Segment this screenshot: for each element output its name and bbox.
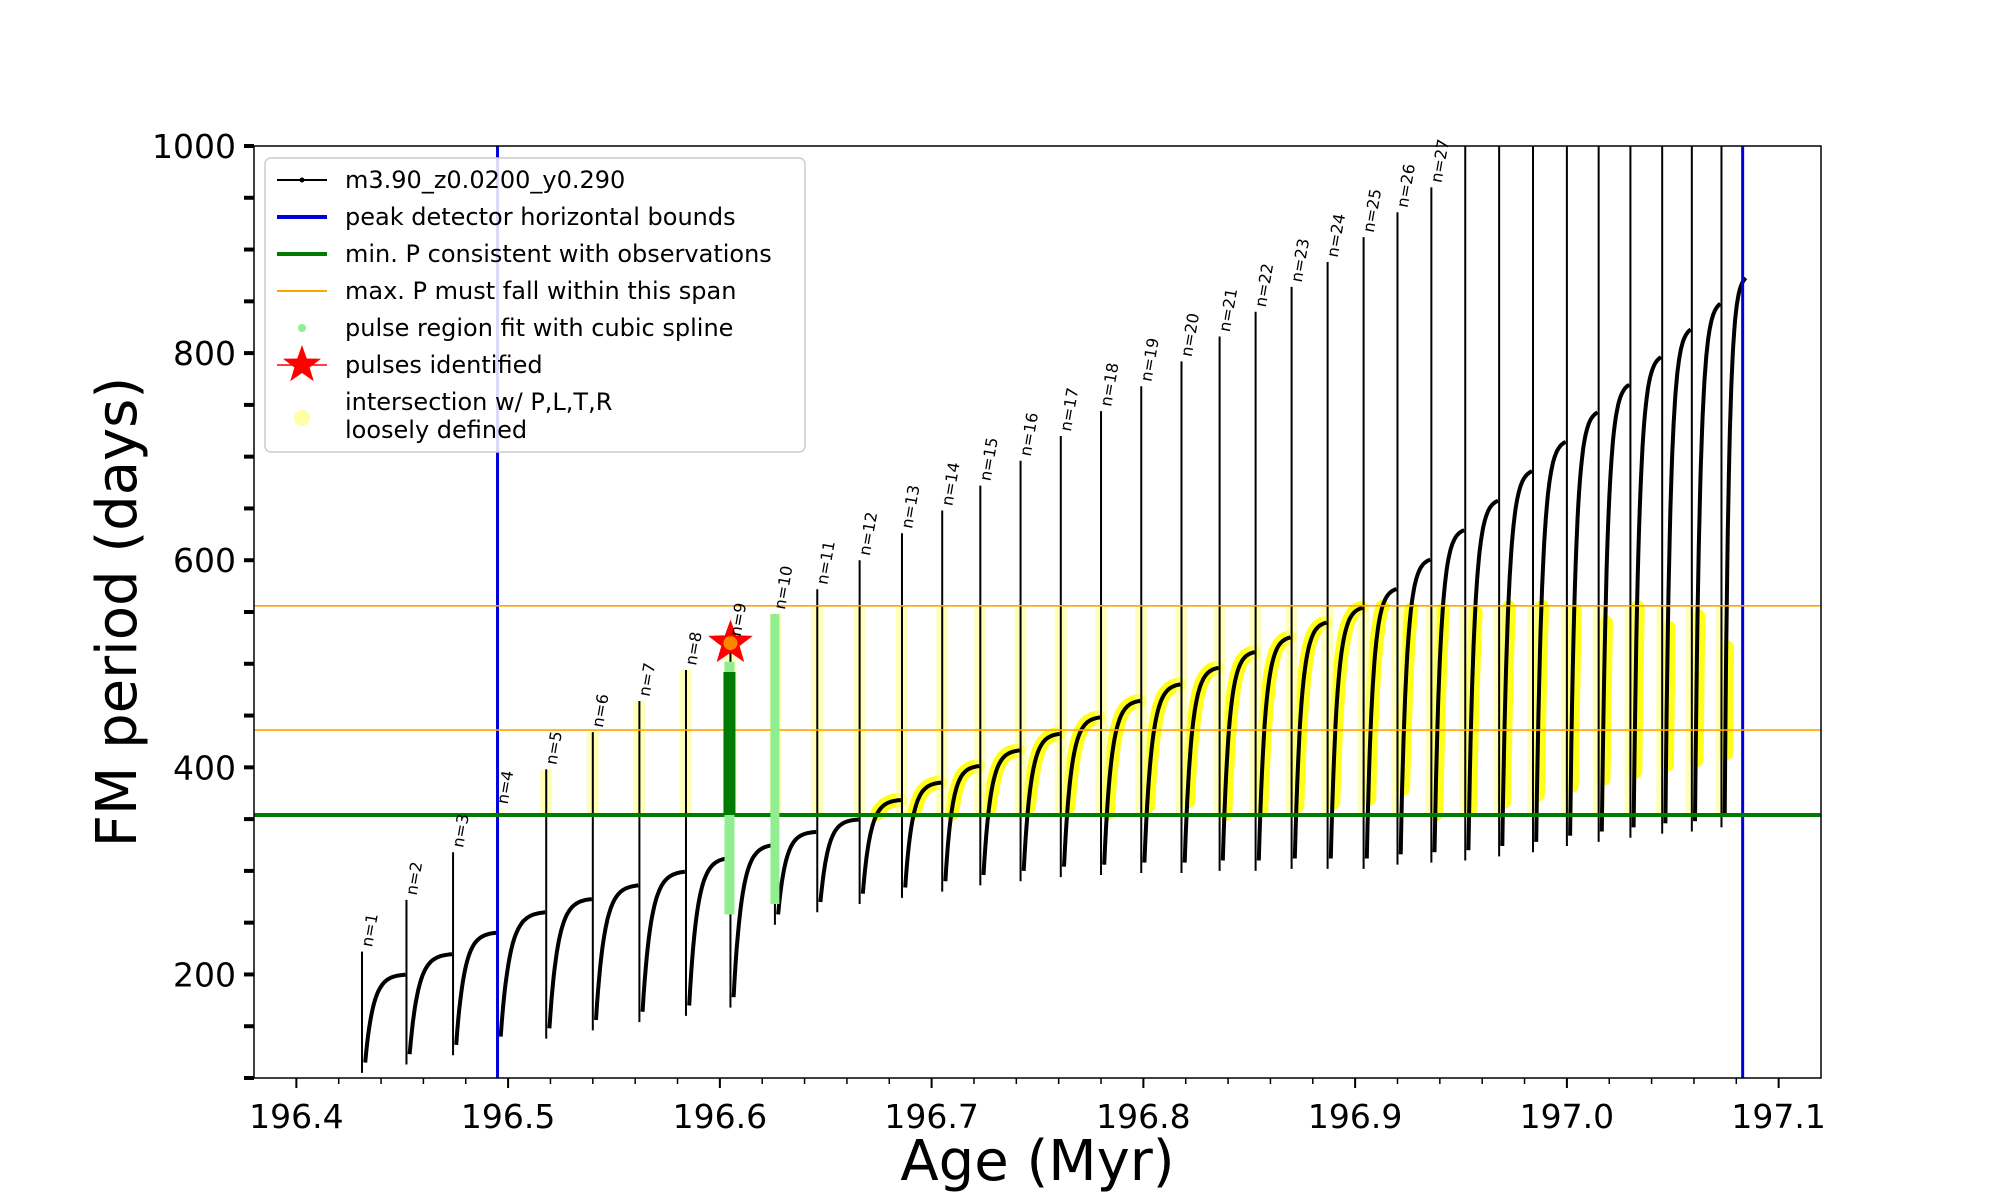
pulse-label: n=8: [681, 630, 706, 667]
series-recovery-curve: [1663, 327, 1692, 824]
legend-swatch-star: [283, 345, 321, 382]
y-tick-label: 400: [173, 748, 236, 787]
pulse-label: n=27: [1427, 138, 1453, 185]
series-recovery-curve: [1693, 302, 1722, 822]
pulse-label: n=1: [357, 912, 382, 949]
pulse-label: n=6: [588, 692, 613, 729]
pulse-label: n=16: [1016, 411, 1042, 458]
legend-label: peak detector horizontal bounds: [345, 203, 736, 231]
series-recovery-curve: [903, 780, 942, 888]
series-recovery-curve: [687, 856, 730, 1006]
highlight-layer: [708, 614, 780, 915]
series-recovery-curve: [363, 972, 406, 1063]
pulse-label: n=5: [541, 730, 566, 767]
legend-swatch-dot: [298, 324, 306, 332]
pulse-label: n=20: [1177, 312, 1203, 359]
series-recovery-curve: [547, 897, 592, 1029]
y-tick-label: 200: [173, 955, 236, 994]
series-recovery-curve: [731, 843, 775, 998]
series-recovery-curve: [1328, 605, 1364, 859]
series-recovery-curve: [1599, 383, 1631, 832]
series-recovery-curve: [640, 869, 686, 1012]
series-recovery-curve: [1568, 410, 1599, 836]
plot-data-layer: [254, 146, 1821, 1078]
series-recovery-curve: [1062, 715, 1101, 867]
series-recovery-curve: [1142, 682, 1181, 863]
pulse-label: n=11: [813, 539, 839, 586]
reference-lines-layer: [254, 146, 1821, 1078]
series-recovery-curve: [454, 930, 497, 1046]
y-tick-label: 600: [173, 541, 236, 580]
pulse-label: n=25: [1359, 187, 1385, 234]
legend-box: [264, 157, 806, 453]
pulse-label: n=12: [855, 510, 881, 557]
x-tick-label: 196.9: [1308, 1097, 1402, 1136]
x-tick-label: 196.8: [1096, 1097, 1190, 1136]
series-recovery-curve: [1534, 440, 1567, 842]
y-tick-label: 1000: [152, 127, 236, 166]
x-tick-label: 196.5: [461, 1097, 555, 1136]
x-tick-label: 196.6: [673, 1097, 767, 1136]
pulse-label: n=19: [1136, 336, 1162, 383]
pulse-label: n=10: [770, 564, 796, 611]
y-tick-label: 800: [173, 334, 236, 373]
series-recovery-curve: [1182, 665, 1220, 863]
pulse-label: n=13: [897, 483, 923, 530]
series-recovery-curve: [1432, 528, 1465, 853]
legend-label: min. P consistent with observations: [345, 240, 772, 268]
pulse-label: n=17: [1056, 386, 1082, 433]
legend-label: intersection w/ P,L,T,R: [345, 388, 612, 416]
series-recovery-curve: [1220, 650, 1256, 861]
pulse-label: n=2: [402, 860, 427, 897]
series-recovery-curve: [818, 817, 859, 903]
series-recovery-curve: [1102, 698, 1141, 865]
series-recovery-curve: [1021, 731, 1060, 872]
y-axis-label: FM period (days): [85, 377, 150, 847]
x-tick-label: 196.4: [249, 1097, 343, 1136]
pulse-label: n=22: [1251, 262, 1277, 309]
legend-label: pulse region fit with cubic spline: [345, 314, 733, 342]
x-tick-label: 197.1: [1731, 1097, 1825, 1136]
series-recovery-curve: [1466, 498, 1499, 851]
pulse-label: n=26: [1393, 162, 1419, 209]
pulse-label: n=24: [1323, 212, 1349, 259]
series-recovery-curve: [1631, 355, 1663, 828]
series-recovery-curve: [1256, 635, 1292, 861]
series-recovery-curve: [1292, 620, 1328, 859]
series-recovery-curve: [1398, 557, 1432, 855]
pulse-label: n=9: [726, 601, 751, 638]
pulse-label: n=3: [448, 812, 473, 849]
x-axis-label: Age (Myr): [900, 1129, 1174, 1194]
legend-label: m3.90_z0.0200_y0.290: [345, 166, 625, 194]
identified-pulse-marker: [723, 636, 738, 651]
series-recovery-curve: [498, 910, 546, 1037]
legend-label: max. P must fall within this span: [345, 277, 736, 305]
legend-label: pulses identified: [345, 351, 543, 379]
series-recovery-curve: [981, 748, 1020, 876]
legend-swatch-marker: [299, 177, 305, 183]
pulse-label: n=18: [1096, 361, 1122, 408]
legend-label: loosely defined: [345, 416, 527, 444]
series-recovery-curve: [860, 798, 902, 894]
legend-swatch-circle: [294, 410, 310, 426]
series-recovery-curve: [776, 830, 817, 915]
pulse-label: n=14: [937, 461, 963, 508]
pulse-label: n=7: [635, 661, 660, 698]
series-recovery-curve: [1500, 469, 1533, 847]
series-recovery-curve: [407, 952, 453, 1055]
x-tick-label: 197.0: [1520, 1097, 1614, 1136]
pulse-label: n=21: [1215, 287, 1241, 334]
pulse-label: n=23: [1287, 237, 1313, 284]
pulse-label: n=15: [976, 436, 1002, 483]
x-tick-label: 196.7: [884, 1097, 978, 1136]
intersection-layer: [491, 599, 1735, 822]
series-recovery-curve: [1364, 587, 1397, 859]
series-recovery-curve: [594, 883, 639, 1021]
